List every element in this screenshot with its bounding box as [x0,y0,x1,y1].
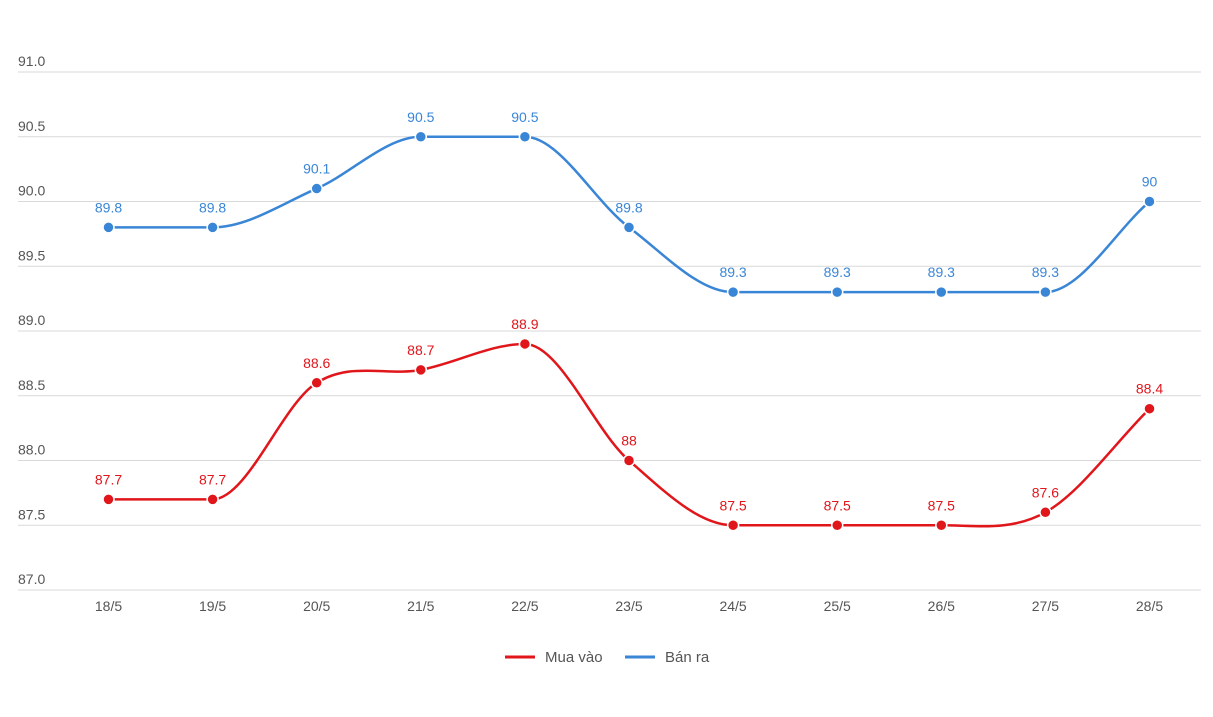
legend-label: Bán ra [665,649,710,666]
data-point[interactable] [935,285,948,299]
x-tick-label: 23/5 [615,598,642,614]
data-label: 90 [1142,174,1158,190]
y-tick-label: 87.5 [18,506,45,522]
x-tick-label: 18/5 [95,598,122,614]
data-label: 88 [621,433,637,449]
data-label: 87.7 [95,471,122,487]
x-tick-label: 20/5 [303,598,330,614]
data-label: 90.5 [407,109,434,125]
data-label: 88.9 [511,316,538,332]
y-tick-label: 88.5 [18,377,45,393]
data-point[interactable] [726,519,740,532]
data-label: 89.3 [824,264,851,280]
y-tick-label: 89.5 [18,247,45,263]
data-label: 89.3 [1032,264,1059,280]
data-label: 87.5 [928,497,955,513]
data-point[interactable] [414,363,428,377]
data-label: 89.3 [928,264,955,280]
data-point[interactable] [414,130,428,143]
data-label: 87.7 [199,471,226,487]
x-tick-label: 19/5 [199,598,226,614]
y-tick-label: 90.5 [18,118,45,134]
grid-layer [18,71,1201,591]
data-label: 88.7 [407,342,434,358]
data-label: 90.5 [511,109,538,125]
data-point[interactable] [206,493,219,506]
data-point[interactable] [1143,402,1156,415]
series-0: 87.7 87.7 88.6 88.7 88.9 88 87.5 87.5 87.5 87.6 88… [95,316,1163,532]
x-tick-label: 25/5 [824,598,851,614]
y-axis-ticks: 87.0 87.5 88.0 88.5 89.0 89.5 90.0 90.5 91.0 [18,53,45,587]
data-point[interactable] [622,454,636,467]
data-point[interactable] [310,376,323,390]
series-layer: 87.7 87.7 88.6 88.7 88.9 88 87.5 87.5 87.5 87.6 88… [95,109,1163,532]
legend: Mua vào Bán ra [505,649,710,666]
series-1: 89.8 89.8 90.1 90.5 90.5 89.8 89.3 89.3 89.3 89.3… [95,109,1158,299]
legend-item[interactable]: Bán ra [625,649,710,666]
x-tick-label: 27/5 [1032,598,1059,614]
legend-label: Mua vào [545,649,603,666]
data-point[interactable] [935,519,948,532]
x-tick-label: 24/5 [719,598,746,614]
x-tick-label: 21/5 [407,598,434,614]
y-tick-label: 91.0 [18,53,45,69]
data-point[interactable] [310,182,323,195]
x-tick-label: 26/5 [928,598,955,614]
x-tick-label: 28/5 [1136,598,1163,614]
data-label: 89.8 [199,199,226,215]
x-tick-label: 22/5 [511,598,538,614]
data-point[interactable] [206,221,219,234]
data-label: 89.8 [615,199,642,215]
y-tick-label: 87.0 [18,571,45,587]
data-label: 87.6 [1032,484,1059,500]
x-axis-ticks: 18/5 19/5 20/5 21/5 22/5 23/5 24/5 25/5 26/5 27/5… [95,598,1163,614]
data-label: 89.8 [95,199,122,215]
data-label: 89.3 [719,264,746,280]
data-point[interactable] [1143,195,1156,208]
data-point[interactable] [518,337,532,351]
data-point[interactable] [1039,285,1052,299]
y-tick-label: 90.0 [18,183,45,199]
data-label: 87.5 [824,497,851,513]
data-point[interactable] [830,519,844,532]
data-point[interactable] [726,285,740,299]
y-tick-label: 88.0 [18,442,45,458]
data-point[interactable] [102,221,115,234]
y-tick-label: 89.0 [18,312,45,328]
data-label: 90.1 [303,161,330,177]
data-point[interactable] [102,493,115,506]
data-point[interactable] [1039,506,1052,519]
legend-item[interactable]: Mua vào [505,649,603,666]
data-label: 88.6 [303,355,330,371]
data-label: 87.5 [719,497,746,513]
data-point[interactable] [518,130,532,143]
data-point[interactable] [830,285,844,299]
data-point[interactable] [622,221,636,234]
data-label: 88.4 [1136,381,1163,397]
